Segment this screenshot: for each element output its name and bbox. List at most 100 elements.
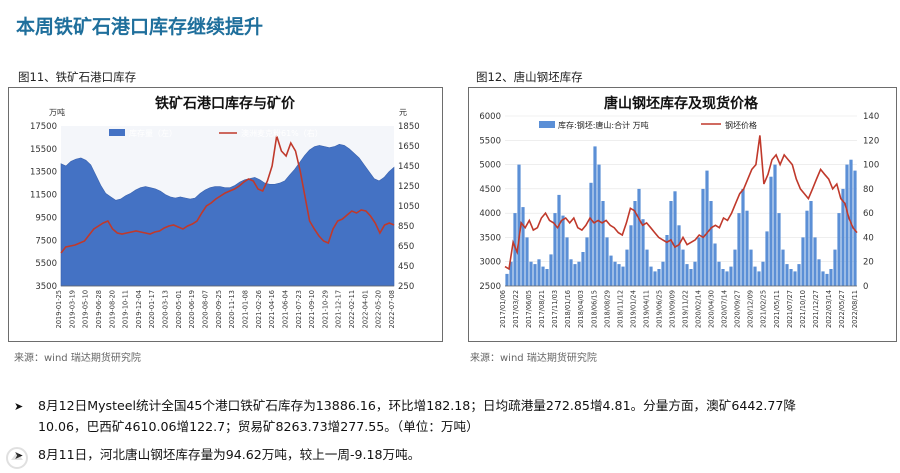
x-tick-label: 2019/04/11: [642, 290, 650, 328]
stock-bar: [801, 237, 805, 286]
billet-chart-svg: 唐山钢坯库存及现货价格 2500 3000 3500 4000 4500 5000 5500 6…: [469, 88, 896, 341]
stock-bar: [533, 264, 537, 286]
left-tick-label: 15500: [30, 145, 57, 155]
x-tick-label: 2021/12/27: [812, 290, 820, 328]
x-tick-label: 2017/08/21: [538, 290, 546, 328]
bullet-marker-icon: ➤: [14, 446, 38, 466]
stock-bar: [733, 249, 737, 286]
x-tick-label: 2019-06-28: [95, 290, 103, 328]
left-tick-label: 5000: [479, 161, 501, 171]
iron-ore-chart: 铁矿石港口库存与矿价 万吨 元 3500 5500 7500 9500 11500 13500 1…: [8, 87, 443, 342]
x-tick-label: 2019/09/09: [669, 290, 677, 328]
stock-bar: [641, 219, 645, 286]
stock-bar: [593, 146, 597, 286]
x-tick-label: 2017/06/05: [525, 290, 533, 328]
x-tick-label: 2018/04/03: [577, 290, 585, 328]
x-tick-label: 2019/06/25: [655, 290, 663, 328]
left-tick-label: 3500: [35, 282, 57, 292]
stock-bar: [521, 207, 525, 286]
right-tick-label: 1850: [398, 122, 420, 132]
x-tick-label: 2020-06-19: [188, 290, 196, 328]
stock-bar: [529, 261, 533, 286]
right-tick-label: 20: [863, 258, 874, 268]
left-tick-label: 6000: [479, 112, 501, 122]
legend-price-label: 钢坯价格: [725, 120, 757, 130]
series-stock-area: [60, 143, 395, 287]
source-left: 来源：wind 瑞达期货研究院: [14, 353, 141, 364]
stock-bar: [577, 261, 581, 286]
left-tick-label: 3000: [479, 258, 501, 268]
stock-bar: [553, 213, 557, 286]
bullet-1-line-2: 10.06，巴西矿4610.06增122.7；贸易矿8263.73增277.55…: [38, 419, 479, 434]
stock-bar: [581, 252, 585, 286]
stock-bar: [661, 261, 665, 286]
fig11-caption: 图11、铁矿石港口库存: [18, 70, 137, 84]
stock-bar: [761, 261, 765, 286]
x-tick-label: 2022/03/14: [825, 290, 833, 328]
x-tick-label: 2021-10-29: [321, 290, 329, 328]
stock-bar: [757, 271, 761, 286]
right-tick-label: 850: [398, 222, 414, 232]
right-tick-label: 1050: [398, 202, 420, 212]
x-tick-label: 2019/11/22: [682, 290, 690, 328]
stock-bar: [541, 266, 545, 286]
legend-stock-swatch: [539, 121, 555, 128]
x-tick-label: 2019-03-19: [68, 290, 76, 328]
x-tick-label: 2022/05/27: [838, 290, 846, 328]
right-tick-label: 120: [863, 136, 879, 146]
billet-chart: 唐山钢坯库存及现货价格 2500 3000 3500 4000 4500 5000 5500 6…: [468, 87, 897, 342]
left-tick-label: 17500: [30, 122, 57, 132]
x-tick-label: 2022-04-01: [361, 290, 369, 328]
stock-bar: [585, 237, 589, 286]
x-tick-label: 2019-08-20: [108, 290, 116, 328]
series-price-line: [504, 135, 858, 271]
stock-bar: [845, 164, 849, 286]
x-tick-label: 2021-02-26: [255, 290, 263, 328]
x-tick-label: 2021/10/10: [799, 290, 807, 328]
stock-bar: [737, 213, 741, 286]
x-tick-label: 2020/02/14: [695, 290, 703, 328]
left-tick-label: 4500: [479, 185, 501, 195]
stock-bar: [677, 225, 681, 286]
stock-bar: [693, 261, 697, 286]
x-tick-label: 2019-12-04: [135, 290, 143, 328]
stock-bar: [561, 215, 565, 286]
legend-price-label: 澳洲麦克粉61%（右）: [241, 128, 323, 138]
stock-bar: [749, 249, 753, 286]
stock-bar: [705, 170, 709, 286]
right-tick-label: 100: [863, 161, 879, 171]
stock-bar: [825, 273, 829, 286]
bullet-marker-icon: ➤: [14, 400, 24, 413]
right-tick-label: 60: [863, 209, 874, 219]
stock-bar: [685, 264, 689, 286]
left-tick-label: 11500: [30, 191, 57, 201]
x-tick-label: 2018/11/12: [616, 290, 624, 328]
stock-bar: [645, 249, 649, 286]
stock-bar: [509, 261, 513, 286]
stock-bar: [633, 201, 637, 286]
stock-bar: [605, 237, 609, 286]
x-tick-label: 2020-11-13: [228, 290, 236, 328]
x-tick-label: 2021/02/25: [760, 290, 768, 328]
stock-bar: [841, 188, 845, 286]
chart-background: [469, 88, 896, 341]
x-tick-label: 2022/08/11: [851, 290, 859, 328]
chart-title: 唐山钢坯库存及现货价格: [604, 95, 759, 112]
x-tick-label: 2020-05-01: [175, 290, 183, 328]
x-tick-label: 2021-09-10: [308, 290, 316, 328]
stock-bar: [629, 225, 633, 286]
x-tick-label: 2021-07-23: [295, 290, 303, 328]
stock-bar: [665, 235, 669, 286]
x-tick-label: 2018/01/16: [564, 290, 572, 328]
stock-bar: [689, 269, 693, 286]
right-tick-label: 40: [863, 233, 874, 243]
x-tick-label: 2021/05/11: [773, 290, 781, 328]
right-tick-label: 1250: [398, 182, 420, 192]
x-tick-label: 2019-10-11: [122, 290, 130, 328]
source-right: 来源：wind 瑞达期货研究院: [470, 353, 597, 364]
stock-bar: [565, 237, 569, 286]
stock-bar: [769, 176, 773, 286]
x-tick-label: 2020-08-07: [202, 290, 210, 328]
left-tick-label: 5500: [479, 136, 501, 146]
